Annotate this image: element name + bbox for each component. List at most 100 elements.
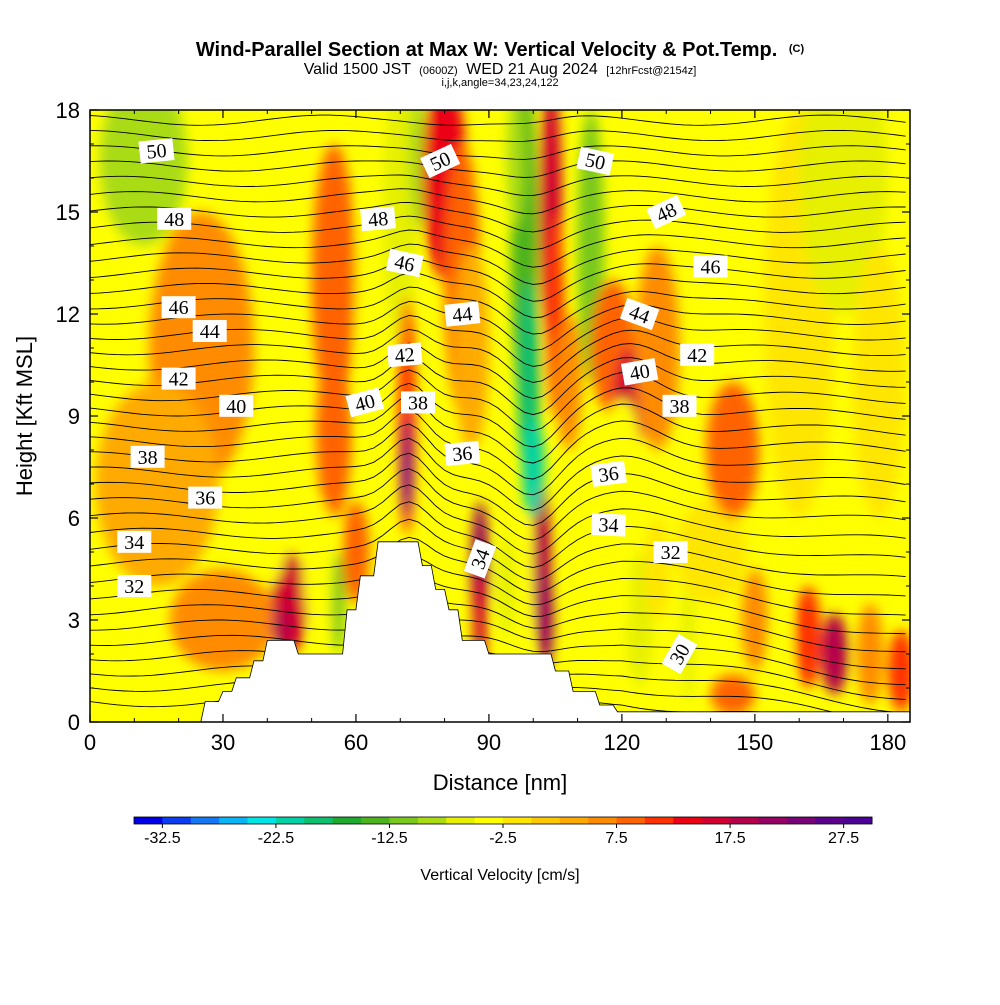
theta-contour-label: 48: [360, 206, 396, 232]
colorbar: -32.5 -22.5 -12.5 -2.5 7.5 17.5 27.5: [133, 816, 873, 847]
theta-label-box: [693, 255, 728, 278]
theta-contour: [90, 188, 906, 215]
theta-contour: [90, 215, 906, 251]
theta-contour: [90, 409, 906, 480]
theta-label-box: [444, 440, 481, 466]
theta-contour: [90, 328, 906, 383]
velocity-cell: [772, 603, 791, 705]
copyright-mark: (C): [789, 43, 805, 55]
velocity-cell: [517, 518, 532, 654]
theta-contour: [90, 484, 906, 555]
y-tick-label: 15: [56, 200, 80, 225]
theta-contour-label: 40: [345, 387, 385, 418]
colorbar-segment: [417, 817, 447, 824]
colorbar-segment: [588, 817, 618, 824]
theta-label-box: [680, 343, 715, 366]
theta-label-box: [653, 541, 688, 563]
theta-contour: [90, 396, 906, 464]
velocity-cell: [409, 110, 427, 229]
theta-contour-label: 32: [653, 541, 688, 564]
colorbar-segment: [304, 817, 334, 824]
theta-label-box: [130, 445, 165, 468]
theta-contour-label: 46: [385, 248, 424, 278]
theta-label-box: [619, 297, 660, 331]
theta-label-text: 42: [394, 344, 416, 368]
y-tick-label: 9: [68, 404, 80, 429]
colorbar-segment: [815, 817, 845, 824]
theta-contour: [90, 501, 906, 568]
colorbar-segment: [474, 817, 504, 824]
chart-subtitle: Valid 1500 JST (0600Z) WED 21 Aug 2024 […: [304, 61, 697, 78]
theta-label-box: [590, 460, 627, 488]
velocity-cell: [887, 630, 910, 712]
subtitle-valid-time: Valid 1500 JST: [304, 61, 412, 78]
theta-contour-label: 38: [130, 445, 165, 469]
theta-contour-label: 38: [662, 394, 697, 418]
theta-contour-label: 46: [693, 255, 728, 278]
theta-contour-label: 50: [576, 146, 615, 176]
velocity-cell: [635, 246, 680, 450]
colorbar-segment: [843, 817, 873, 824]
theta-label-box: [420, 143, 461, 179]
theta-label-text: 40: [628, 360, 652, 385]
colorbar-segment: [247, 817, 277, 824]
colorbar-segment: [786, 817, 816, 824]
colorbar-tick-label: 27.5: [828, 830, 859, 847]
theta-label-box: [576, 146, 615, 176]
theta-contour: [90, 114, 906, 126]
theta-label-text: 44: [451, 303, 473, 327]
theta-contour: [90, 145, 906, 160]
x-tick-label: 180: [869, 730, 906, 755]
velocity-cell: [852, 246, 906, 518]
y-tick-label: 12: [56, 302, 80, 327]
colorbar-tick-label: -32.5: [144, 830, 181, 847]
theta-contour: [90, 593, 906, 653]
theta-contour: [90, 452, 906, 526]
theta-label-box: [360, 206, 396, 232]
theta-contour-label: 42: [386, 342, 423, 368]
theta-contour: [90, 300, 906, 351]
theta-contour: [90, 437, 906, 511]
theta-label-text: 48: [367, 208, 389, 232]
colorbar-segment: [275, 817, 305, 824]
velocity-cell: [644, 518, 671, 620]
theta-label-text: 36: [597, 463, 620, 488]
colorbar-segment: [616, 817, 646, 824]
theta-contour: [90, 272, 906, 319]
theta-label-text: 44: [200, 321, 220, 343]
theta-contour: [90, 612, 906, 670]
subtitle-utc-time: (0600Z): [419, 65, 458, 77]
velocity-cell: [245, 450, 290, 586]
y-axis-title: Height [Kft MSL]: [12, 336, 37, 496]
theta-label-box: [161, 367, 196, 390]
theta-label-text: 46: [169, 297, 189, 319]
velocity-cell: [856, 603, 884, 705]
theta-label-text: 46: [392, 251, 416, 277]
colorbar-segment: [644, 817, 674, 824]
theta-label-text: 38: [670, 396, 690, 418]
x-axis-title: Distance [nm]: [433, 770, 568, 795]
velocity-cell: [302, 501, 339, 637]
velocity-cell: [710, 674, 755, 716]
colorbar-segment: [701, 817, 731, 824]
theta-contour-label: 30: [661, 633, 698, 675]
theta-contour: [90, 356, 906, 416]
theta-contour-label: 40: [620, 358, 659, 386]
velocity-cell: [675, 501, 746, 603]
theta-label-text: 36: [451, 443, 473, 467]
theta-contour: [90, 631, 906, 686]
theta-label-box: [444, 301, 481, 327]
theta-label-box: [385, 248, 424, 278]
velocity-cell: [271, 606, 290, 648]
velocity-cell: [403, 450, 411, 505]
theta-contour: [90, 342, 906, 399]
velocity-cell: [331, 552, 345, 654]
theta-label-text: 32: [661, 542, 681, 564]
theta-contour-label: 34: [117, 530, 152, 554]
terrain-mask: [90, 541, 910, 722]
colorbar-segment: [162, 817, 192, 824]
theta-label-box: [192, 320, 227, 342]
velocity-cell: [706, 382, 760, 518]
